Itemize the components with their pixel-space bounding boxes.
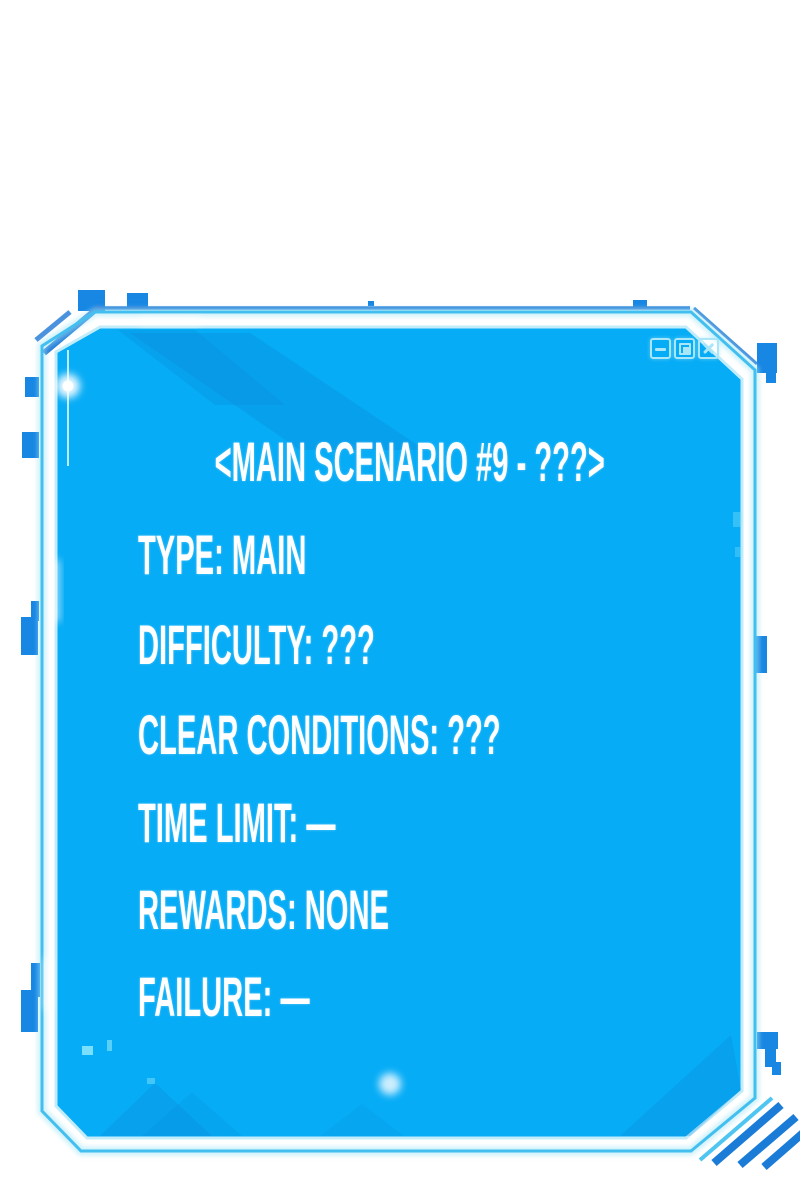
- field-time-limit: TIME LIMIT: —: [138, 791, 336, 854]
- field-difficulty: DIFFICULTY: ???: [138, 613, 375, 676]
- restore-button[interactable]: [674, 338, 695, 359]
- panel-watermarks: [100, 330, 741, 1136]
- scenario-title-text: <MAIN SCENARIO #9 - ???>: [214, 430, 606, 493]
- scenario-title: <MAIN SCENARIO #9 - ???>: [50, 430, 770, 494]
- frame-decor-squares: [21, 290, 781, 1075]
- panel-light-specks: [82, 512, 742, 1084]
- close-button[interactable]: [698, 338, 719, 359]
- border-glows: [44, 317, 401, 1095]
- field-type: TYPE: MAIN: [138, 523, 307, 586]
- corner-stripes-bottom-right: [698, 1096, 800, 1171]
- field-failure: FAILURE: —: [138, 965, 310, 1028]
- minimize-icon: [655, 348, 666, 351]
- field-clear-conditions: CLEAR CONDITIONS: ???: [138, 703, 501, 766]
- border-node-glow: [56, 350, 80, 466]
- window-controls: [650, 338, 719, 359]
- panel-outer-border: [40, 310, 757, 1153]
- minimize-button[interactable]: [650, 338, 671, 359]
- restore-icon: [679, 343, 691, 355]
- field-rewards: REWARDS: NONE: [138, 878, 389, 941]
